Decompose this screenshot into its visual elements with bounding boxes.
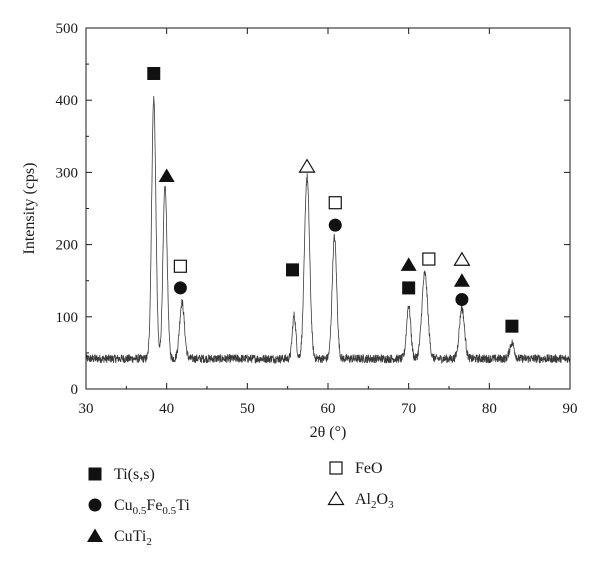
x-tick-label: 60	[321, 401, 336, 417]
filled-square-marker	[505, 319, 519, 333]
filled-square-legend-icon	[88, 467, 102, 481]
legend-label-part: Fe	[146, 497, 162, 514]
legend-label-subscript: 0.5	[162, 505, 176, 517]
y-tick-label: 500	[56, 21, 79, 37]
x-tick-label: 80	[482, 401, 497, 417]
x-tick-label: 30	[79, 401, 94, 417]
legend-label-part: O	[377, 491, 389, 508]
y-tick-label: 0	[71, 382, 79, 398]
y-tick-label: 100	[56, 310, 79, 326]
legend-item: FeO	[329, 460, 383, 477]
legend-label-subscript: 2	[146, 536, 152, 548]
y-axis-title: Intensity (cps)	[21, 163, 38, 255]
open-triangle-legend-icon	[327, 490, 345, 506]
filled-triangle-marker	[158, 168, 175, 183]
legend-label-part: CuTi	[114, 528, 147, 545]
filled-circle-legend-icon	[88, 498, 102, 512]
legend-label-subscript: 3	[388, 499, 394, 511]
legend-item: Cu0.5Fe0.5Ti	[88, 497, 190, 517]
plot-frame	[85, 27, 571, 390]
legend-label: Ti(s,s)	[114, 466, 155, 483]
legend-label: CuTi2	[114, 528, 152, 548]
filled-triangle-marker	[400, 257, 417, 271]
legend-label-part: Al	[355, 491, 372, 508]
y-tick-label: 200	[56, 238, 79, 254]
filled-triangle-marker	[453, 273, 470, 287]
open-square-legend-icon	[329, 461, 343, 475]
y-axis-ticks: 0 100 200 300 400 500	[56, 21, 570, 398]
open-square-marker	[173, 259, 187, 273]
x-tick-label: 90	[563, 401, 578, 417]
filled-triangle-legend-icon	[87, 528, 103, 542]
filled-circle-marker	[455, 292, 469, 306]
legend-item: CuTi2	[87, 528, 152, 548]
filled-square-marker	[286, 263, 300, 277]
open-square-marker	[328, 196, 342, 210]
legend-label: Cu0.5Fe0.5Ti	[114, 497, 190, 517]
filled-circle-marker	[328, 218, 342, 232]
filled-circle-marker	[173, 281, 187, 295]
x-tick-label: 40	[159, 401, 174, 417]
filled-square-marker	[402, 281, 416, 295]
open-triangle-marker	[453, 251, 471, 266]
legend-item: Ti(s,s)	[88, 466, 155, 483]
legend-label-part: Ti	[176, 497, 190, 514]
open-triangle-marker	[298, 158, 316, 173]
y-tick-label: 400	[56, 93, 79, 109]
legend-label: FeO	[355, 460, 383, 477]
x-tick-label: 50	[240, 401, 255, 417]
legend-label-subscript: 0.5	[133, 505, 147, 517]
x-axis-title: 2θ (°)	[310, 424, 347, 441]
legend-label-part: Cu	[114, 497, 133, 514]
legend-item: Al2O3	[327, 490, 394, 511]
phase-markers	[147, 66, 519, 333]
filled-square-marker	[147, 66, 161, 80]
open-square-marker	[422, 252, 436, 266]
x-tick-label: 70	[401, 401, 416, 417]
legend-label-subscript: 2	[371, 499, 377, 511]
xrd-pattern-line	[86, 96, 570, 365]
y-tick-label: 300	[56, 165, 79, 181]
legend-label: Al2O3	[355, 491, 394, 511]
